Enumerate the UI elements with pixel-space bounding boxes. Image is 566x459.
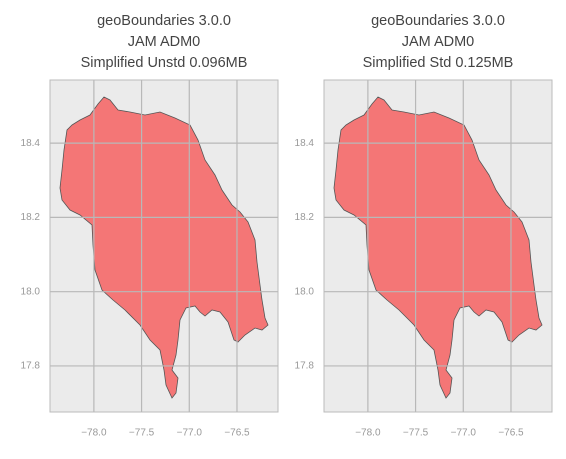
y-tick-label: 18.2	[295, 212, 315, 223]
chart-title: JAM ADM0	[402, 34, 475, 50]
y-tick-label: 17.8	[295, 361, 315, 372]
y-tick-label: 17.8	[21, 361, 41, 372]
x-tick-label: −77.5	[129, 428, 155, 439]
chart-title: geoBoundaries 3.0.0	[97, 13, 231, 29]
x-tick-label: −77.0	[451, 428, 477, 439]
y-tick-label: 18.0	[21, 286, 41, 297]
chart-title: geoBoundaries 3.0.0	[371, 13, 505, 29]
chart-title: JAM ADM0	[128, 34, 201, 50]
chart-title: Simplified Std 0.125MB	[363, 55, 514, 71]
x-tick-label: −77.0	[177, 428, 203, 439]
x-tick-label: −78.0	[355, 428, 381, 439]
x-tick-label: −76.5	[498, 428, 524, 439]
y-tick-label: 18.4	[295, 138, 315, 149]
y-tick-label: 18.4	[21, 138, 41, 149]
y-tick-label: 18.0	[295, 286, 315, 297]
y-tick-label: 18.2	[21, 212, 41, 223]
map-panel: geoBoundaries 3.0.0 JAM ADM0 Simplified St…	[295, 13, 553, 439]
x-tick-label: −76.5	[224, 428, 250, 439]
chart-title: Simplified Unstd 0.096MB	[81, 55, 248, 71]
map-panel: geoBoundaries 3.0.0 JAM ADM0 Simplified Un…	[21, 13, 279, 439]
x-tick-label: −78.0	[81, 428, 107, 439]
x-tick-label: −77.5	[403, 428, 429, 439]
